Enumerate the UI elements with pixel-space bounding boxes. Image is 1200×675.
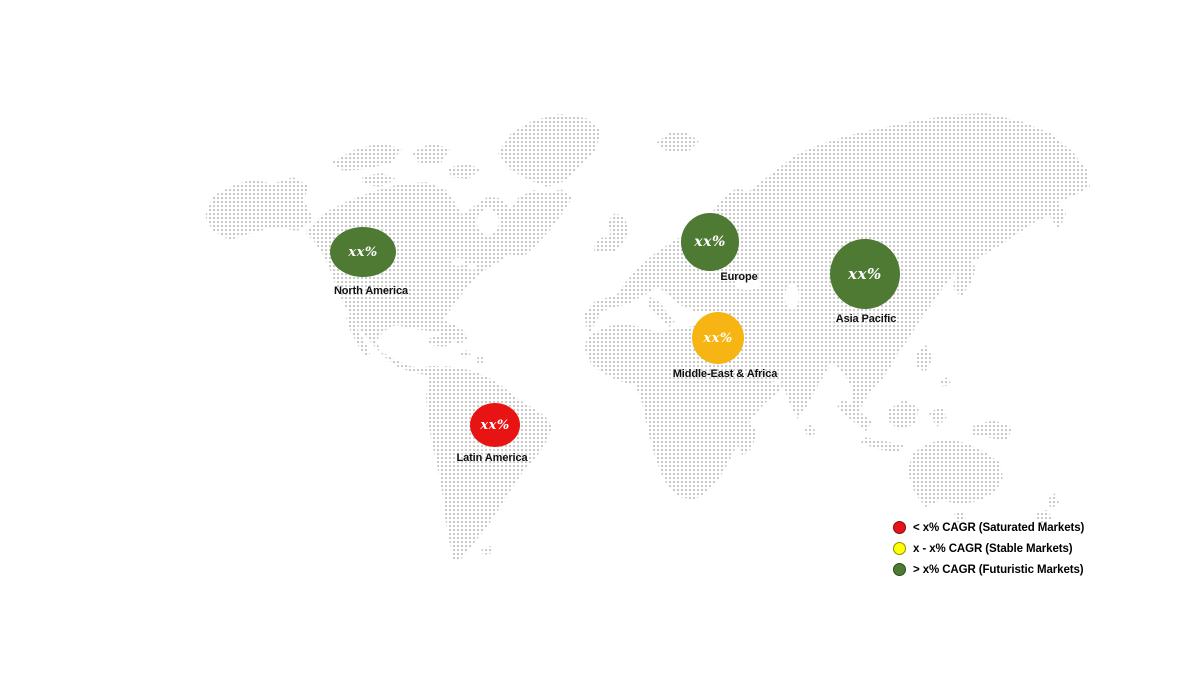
region-bubble-latin-america: xx% (470, 403, 520, 447)
region-bubble-north-america: xx% (330, 227, 396, 277)
region-bubble-europe: xx% (681, 213, 739, 271)
cagr-legend: < x% CAGR (Saturated Markets) x - x% CAG… (893, 521, 1084, 576)
region-value-latin-america: xx% (480, 417, 510, 433)
region-label-middle-east-africa: Middle-East & Africa (672, 368, 778, 380)
legend-item-futuristic-markets: > x% CAGR (Futuristic Markets) (893, 563, 1084, 576)
region-value-europe: xx% (694, 234, 726, 250)
legend-label-stable: x - x% CAGR (Stable Markets) (913, 542, 1073, 555)
saturated-markets-dot-icon (893, 521, 906, 534)
stable-markets-dot-icon (893, 542, 906, 555)
region-label-asia-pacific: Asia Pacific (835, 313, 897, 325)
region-label-north-america: North America (333, 285, 409, 297)
region-label-europe: Europe (720, 271, 758, 283)
legend-item-stable-markets: x - x% CAGR (Stable Markets) (893, 542, 1084, 555)
futuristic-markets-dot-icon (893, 563, 906, 576)
region-value-north-america: xx% (348, 244, 378, 260)
region-label-latin-america: Latin America (456, 452, 528, 464)
region-bubble-middle-east-africa: xx% (692, 312, 744, 364)
legend-label-saturated: < x% CAGR (Saturated Markets) (913, 521, 1085, 534)
legend-item-saturated-markets: < x% CAGR (Saturated Markets) (893, 521, 1084, 534)
region-value-middle-east-africa: xx% (703, 330, 733, 346)
region-value-asia-pacific: xx% (848, 264, 882, 283)
legend-label-futuristic: > x% CAGR (Futuristic Markets) (913, 563, 1084, 576)
region-bubble-asia-pacific: xx% (830, 239, 900, 309)
